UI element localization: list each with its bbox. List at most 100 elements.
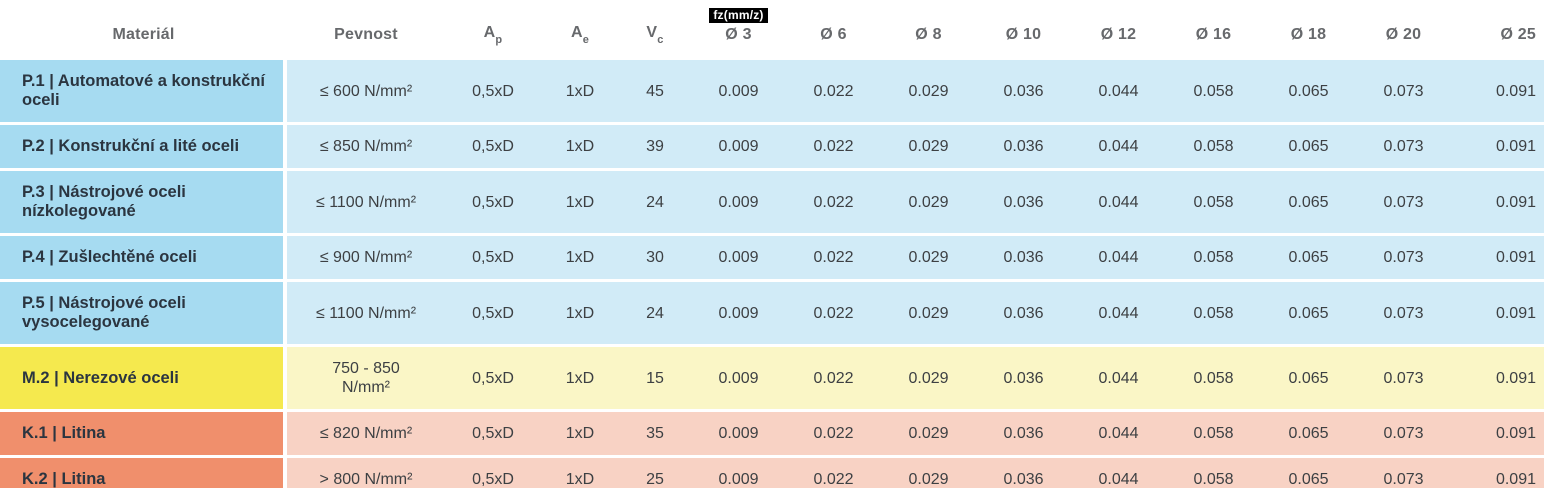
fz-value-cell: 0.044 (1071, 458, 1166, 488)
column-header-label: Ø 10 (1005, 26, 1042, 43)
fz-value-cell: 0.009 (691, 282, 786, 344)
table-row: K.1 | Litina ≤ 820 N/mm² 0,5xD 1xD 35 0.009 0.… (0, 412, 1544, 455)
fz-value-cell: 0.058 (1166, 412, 1261, 455)
fz-value-cell: 0.073 (1356, 282, 1451, 344)
fz-value-cell: 0.009 (691, 412, 786, 455)
table-row: P.3 | Nástrojové oceli nízkolegované ≤ 11… (0, 171, 1544, 233)
column-header-vc: Vc (619, 0, 691, 57)
fz-value-cell: 0.091 (1451, 347, 1544, 409)
fz-value-cell: 0.036 (976, 347, 1071, 409)
column-header-d20: Ø 20 (1356, 0, 1451, 57)
vc-cell: 24 (619, 171, 691, 233)
vc-cell: 35 (619, 412, 691, 455)
fz-value-cell: 0.058 (1166, 347, 1261, 409)
vc-cell: 24 (619, 282, 691, 344)
column-header-d6: Ø 6 (786, 0, 881, 57)
pevnost-cell: > 800 N/mm² (287, 458, 445, 488)
column-header-label: Materiál (112, 26, 175, 43)
ae-cell: 1xD (541, 171, 619, 233)
column-header-d10: Ø 10 (976, 0, 1071, 57)
fz-value-cell: 0.091 (1451, 236, 1544, 279)
fz-value-cell: 0.065 (1261, 282, 1356, 344)
table-row: P.2 | Konstrukční a lité oceli ≤ 850 N/mm… (0, 125, 1544, 168)
fz-value-cell: 0.091 (1451, 458, 1544, 488)
table-row: K.2 | Litina > 800 N/mm² 0,5xD 1xD 25 0.009 0.… (0, 458, 1544, 488)
fz-value-cell: 0.036 (976, 125, 1071, 168)
column-header-subscript: e (582, 34, 590, 46)
fz-value-cell: 0.022 (786, 171, 881, 233)
column-header-label: A (483, 23, 496, 41)
fz-value-cell: 0.029 (881, 171, 976, 233)
fz-value-cell: 0.009 (691, 458, 786, 488)
pevnost-cell: ≤ 600 N/mm² (287, 60, 445, 122)
fz-value-cell: 0.036 (976, 60, 1071, 122)
fz-value-cell: 0.065 (1261, 236, 1356, 279)
fz-value-cell: 0.073 (1356, 171, 1451, 233)
column-header-d12: Ø 12 (1071, 0, 1166, 57)
material-cell: K.2 | Litina (0, 458, 287, 488)
table-row: P.1 | Automatové a konstrukční oceli ≤ 60… (0, 60, 1544, 122)
fz-value-cell: 0.022 (786, 282, 881, 344)
column-header-label: Ø 3 (725, 26, 752, 43)
column-header-label: Ø 8 (915, 26, 942, 43)
column-header-d8: Ø 8 (881, 0, 976, 57)
fz-value-cell: 0.091 (1451, 282, 1544, 344)
column-header-d3: fz(mm/z) Ø 3 (691, 0, 786, 57)
fz-value-cell: 0.009 (691, 347, 786, 409)
ae-cell: 1xD (541, 60, 619, 122)
ap-cell: 0,5xD (445, 347, 541, 409)
fz-value-cell: 0.029 (881, 458, 976, 488)
column-header-d25: Ø 25 (1451, 0, 1544, 57)
fz-value-cell: 0.009 (691, 171, 786, 233)
fz-value-cell: 0.036 (976, 282, 1071, 344)
ap-cell: 0,5xD (445, 60, 541, 122)
fz-value-cell: 0.073 (1356, 347, 1451, 409)
fz-value-cell: 0.058 (1166, 125, 1261, 168)
fz-value-cell: 0.022 (786, 125, 881, 168)
fz-value-cell: 0.029 (881, 347, 976, 409)
fz-value-cell: 0.022 (786, 60, 881, 122)
fz-value-cell: 0.073 (1356, 458, 1451, 488)
vc-cell: 25 (619, 458, 691, 488)
fz-value-cell: 0.029 (881, 412, 976, 455)
column-header-pevnost: Pevnost (287, 0, 445, 57)
column-header-label: Ø 6 (820, 26, 847, 43)
column-header-label: Ø 18 (1290, 26, 1327, 43)
column-header-label: Ø 20 (1385, 26, 1422, 43)
vc-cell: 45 (619, 60, 691, 122)
fz-value-cell: 0.058 (1166, 60, 1261, 122)
column-header-label: Ø 16 (1195, 26, 1232, 43)
fz-value-cell: 0.044 (1071, 412, 1166, 455)
ae-cell: 1xD (541, 412, 619, 455)
fz-value-cell: 0.065 (1261, 60, 1356, 122)
fz-value-cell: 0.058 (1166, 458, 1261, 488)
ae-cell: 1xD (541, 282, 619, 344)
fz-value-cell: 0.009 (691, 60, 786, 122)
fz-value-cell: 0.036 (976, 412, 1071, 455)
table-row: P.4 | Zušlechtěné oceli ≤ 900 N/mm² 0,5xD 1… (0, 236, 1544, 279)
fz-unit-chip: fz(mm/z) (709, 8, 768, 23)
column-header-label: A (570, 23, 583, 41)
column-header-label: Ø 12 (1100, 26, 1137, 43)
fz-value-cell: 0.058 (1166, 282, 1261, 344)
fz-value-cell: 0.065 (1261, 458, 1356, 488)
fz-value-cell: 0.009 (691, 125, 786, 168)
fz-value-cell: 0.022 (786, 458, 881, 488)
fz-value-cell: 0.065 (1261, 125, 1356, 168)
column-header-subscript: p (495, 34, 503, 46)
column-header-label: Ø 25 (1500, 26, 1536, 43)
material-cell: M.2 | Nerezové oceli (0, 347, 287, 409)
fz-value-cell: 0.073 (1356, 236, 1451, 279)
pevnost-cell: ≤ 850 N/mm² (287, 125, 445, 168)
vc-cell: 30 (619, 236, 691, 279)
ap-cell: 0,5xD (445, 125, 541, 168)
fz-value-cell: 0.058 (1166, 171, 1261, 233)
table-row: P.5 | Nástrojové oceli vysocelegované ≤ 1… (0, 282, 1544, 344)
ae-cell: 1xD (541, 347, 619, 409)
column-header-d16: Ø 16 (1166, 0, 1261, 57)
fz-value-cell: 0.065 (1261, 347, 1356, 409)
fz-value-cell: 0.044 (1071, 347, 1166, 409)
material-cell: K.1 | Litina (0, 412, 287, 455)
